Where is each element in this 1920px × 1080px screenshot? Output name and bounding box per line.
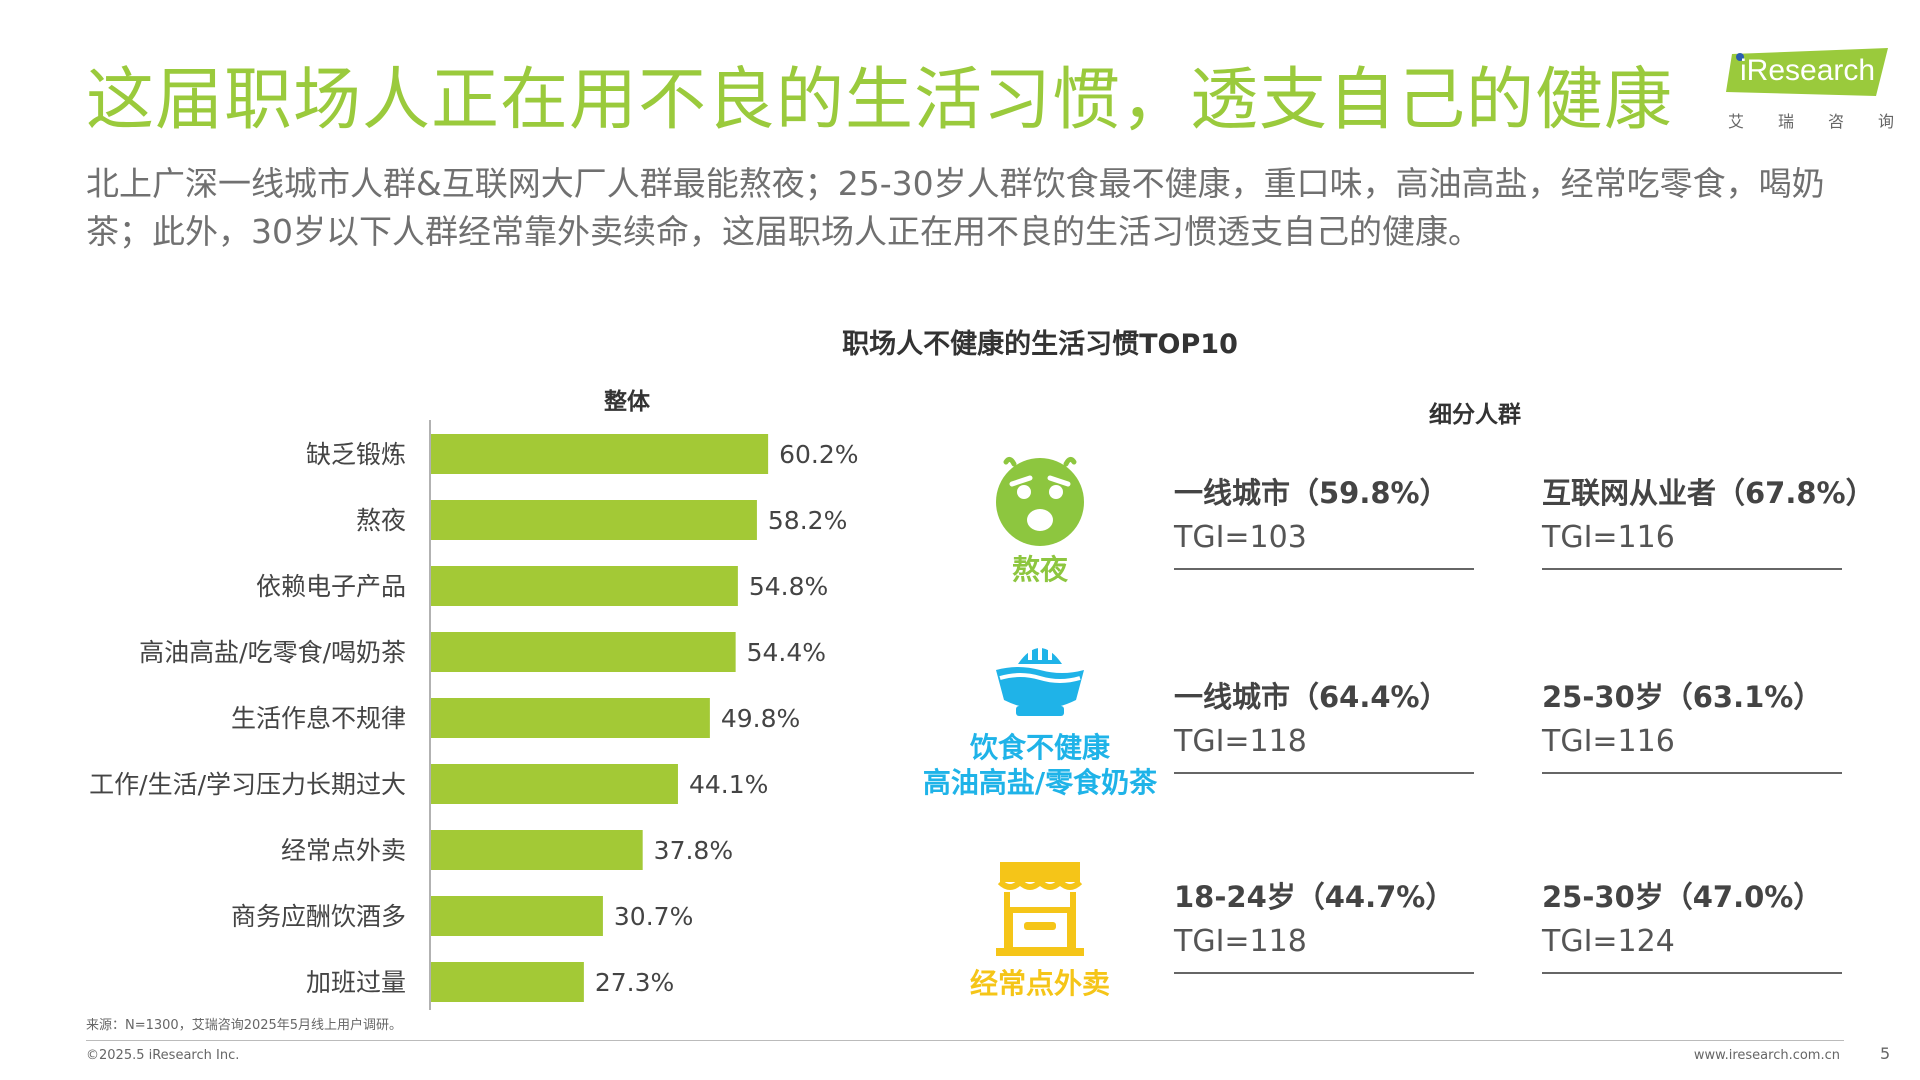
logo-cn-char: 询 <box>1877 112 1894 131</box>
category-label: 工作/生活/学习压力长期过大 <box>89 770 406 799</box>
bar-chart: 缺乏锻炼 60.2% 熬夜 58.2% 依赖电子产品 54.8% 高油高盐/吃零食/喝奶茶 5… <box>89 420 859 1010</box>
source-note: 来源：N=1300，艾瑞咨询2025年5月线上用户调研。 <box>86 1018 403 1033</box>
segment-tgi: TGI=103 <box>1174 520 1307 555</box>
page-subtitle: 北上广深一线城市人群&互联网大厂人群最能熬夜；25-30岁人群饮食最不健康，重口… <box>86 164 1825 251</box>
value-label: 44.1% <box>689 770 768 799</box>
segment-tgi: TGI=124 <box>1542 924 1675 959</box>
habit-label-takeout: 经常点外卖 <box>969 967 1110 1000</box>
segment-tgi: TGI=118 <box>1174 724 1307 759</box>
habit-label-late-night: 熬夜 <box>1011 553 1068 586</box>
segment-tgi: TGI=118 <box>1174 924 1307 959</box>
bar <box>431 830 643 870</box>
category-label: 加班过量 <box>306 968 406 997</box>
footer-divider <box>86 1040 1844 1041</box>
logo-cn-char: 咨 <box>1827 112 1844 131</box>
segment-tgi: TGI=116 <box>1542 520 1675 555</box>
habit-label-unhealthy-diet-line1: 饮食不健康 <box>969 731 1110 764</box>
category-label: 依赖电子产品 <box>256 572 406 601</box>
bar <box>431 896 603 936</box>
logo-cn-char: 艾 <box>1728 112 1745 131</box>
page-title: 这届职场人正在用不良的生活习惯，透支自己的健康 <box>86 61 1674 140</box>
sleepy-face-icon <box>996 456 1084 546</box>
segment-name: 25-30岁（47.0%） <box>1542 880 1823 914</box>
logo-badge-icon <box>1726 48 1888 96</box>
segment-cell: 一线城市（59.8%） TGI=103 <box>1174 470 1474 570</box>
bar <box>431 500 757 540</box>
bar <box>431 566 738 606</box>
bar <box>431 962 584 1002</box>
value-label: 37.8% <box>654 836 733 865</box>
food-stall-icon <box>996 862 1084 956</box>
value-label: 54.4% <box>747 638 826 667</box>
value-label: 58.2% <box>768 506 847 535</box>
segment-row-late-night: 一线城市（59.8%） TGI=103 互联网从业者（67.8%） TGI=11… <box>1170 470 1875 570</box>
category-label: 高油高盐/吃零食/喝奶茶 <box>139 638 406 667</box>
category-label: 生活作息不规律 <box>231 704 406 733</box>
category-label: 商务应酬饮酒多 <box>231 902 406 931</box>
segment-cell: 25-30岁（63.1%） TGI=116 <box>1542 674 1842 774</box>
overall-panel-title: 整体 <box>604 389 650 415</box>
segment-cell: 18-24岁（44.7%） TGI=118 <box>1174 874 1474 974</box>
copyright: ©2025.5 iResearch Inc. <box>86 1048 240 1063</box>
bar <box>431 434 769 474</box>
bar <box>431 764 678 804</box>
logo-text: iResearch <box>1740 54 1876 87</box>
category-label: 缺乏锻炼 <box>306 440 406 469</box>
category-label: 经常点外卖 <box>281 836 406 865</box>
habit-label-unhealthy-diet-line2: 高油高盐/零食奶茶 <box>922 766 1158 799</box>
logo-cn-char: 瑞 <box>1777 112 1794 131</box>
bar <box>431 632 736 672</box>
page-number: 5 <box>1880 1044 1891 1063</box>
segment-tgi: TGI=116 <box>1542 724 1675 759</box>
bar <box>431 698 710 738</box>
value-label: 60.2% <box>779 440 858 469</box>
chart-title: 职场人不健康的生活习惯TOP10 <box>842 329 1238 360</box>
segment-name: 一线城市（64.4%） <box>1174 680 1449 714</box>
value-label: 54.8% <box>749 572 828 601</box>
segment-name: 18-24岁（44.7%） <box>1174 880 1455 914</box>
value-label: 27.3% <box>595 968 674 997</box>
value-label: 49.8% <box>721 704 800 733</box>
segment-panel-title: 细分人群 <box>1429 402 1521 428</box>
segment-name: 25-30岁（63.1%） <box>1542 680 1823 714</box>
segment-name: 一线城市（59.8%） <box>1174 476 1449 510</box>
category-label: 熬夜 <box>356 506 406 535</box>
iresearch-logo: iResearch 艾 瑞 咨 询 <box>1726 48 1894 131</box>
value-label: 30.7% <box>614 902 693 931</box>
bowl-icon <box>996 640 1084 716</box>
segment-cell: 互联网从业者（67.8%） TGI=116 <box>1542 470 1875 570</box>
segment-row-unhealthy-diet: 一线城市（64.4%） TGI=118 25-30岁（63.1%） TGI=11… <box>1170 674 1870 774</box>
segment-cell: 一线城市（64.4%） TGI=118 <box>1174 674 1474 774</box>
segment-row-takeout: 18-24岁（44.7%） TGI=118 25-30岁（47.0%） TGI=… <box>1170 874 1870 974</box>
segment-cell: 25-30岁（47.0%） TGI=124 <box>1542 874 1842 974</box>
website-url: www.iresearch.com.cn <box>1693 1048 1840 1063</box>
logo-cn-text: 艾 瑞 咨 询 <box>1728 108 1894 132</box>
segment-name: 互联网从业者（67.8%） <box>1542 476 1875 510</box>
